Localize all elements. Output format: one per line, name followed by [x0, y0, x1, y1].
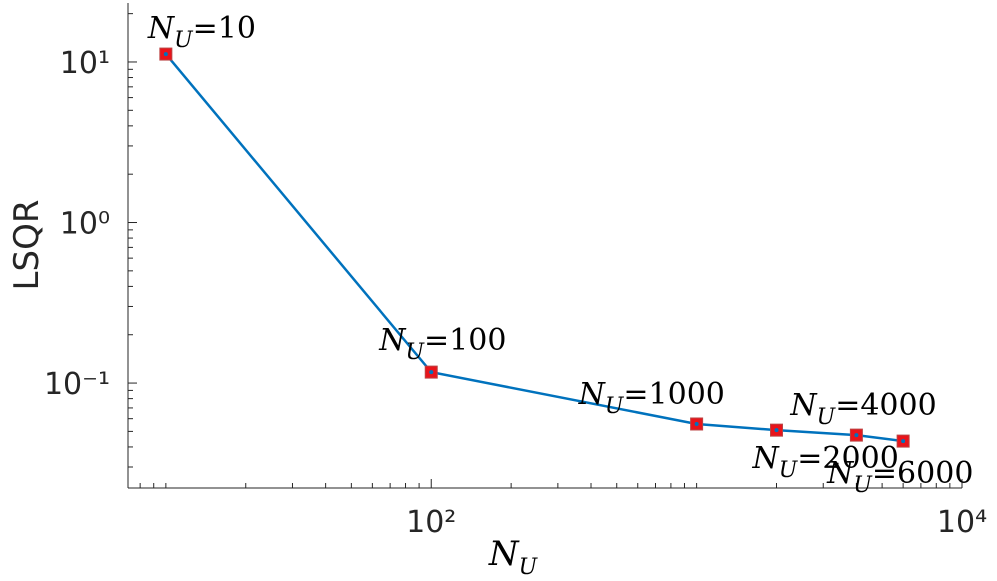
marker-center: [163, 52, 168, 57]
annotation: NU=6000: [826, 456, 973, 498]
x-tick-label: 10²: [406, 505, 456, 540]
annotation: NU=4000: [789, 388, 936, 430]
y-axis-label: LSQR: [7, 200, 47, 291]
y-tick-label: 10¹: [60, 46, 110, 81]
annotation: NU=100: [378, 323, 506, 365]
annotation: NU=2000: [752, 441, 899, 483]
marker-center: [694, 421, 699, 426]
annotation: NU=1000: [578, 377, 725, 419]
line: [164, 53, 904, 443]
marker-center: [774, 428, 779, 433]
x-axis-label: NU: [488, 534, 539, 580]
marker-center: [429, 370, 434, 375]
annotation: NU=10: [147, 11, 256, 53]
marker-center: [854, 433, 859, 438]
y-tick-label: 10⁰: [60, 207, 110, 242]
y-tick-label: 10⁻¹: [44, 367, 110, 402]
marker-center: [901, 439, 906, 444]
x-tick-label: 10⁴: [937, 505, 987, 540]
